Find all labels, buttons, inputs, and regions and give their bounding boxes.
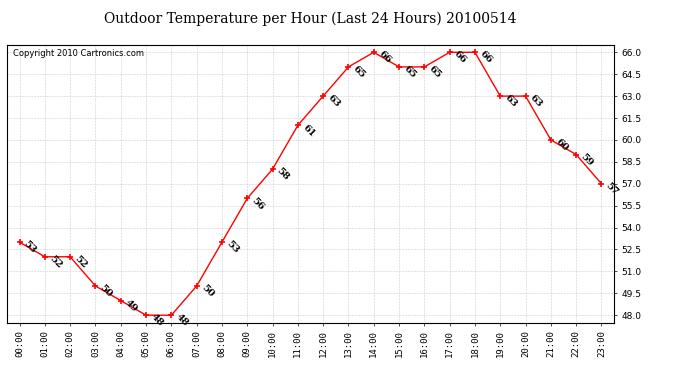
Text: 49: 49 bbox=[124, 298, 139, 314]
Text: 63: 63 bbox=[529, 93, 544, 109]
Text: 50: 50 bbox=[199, 283, 215, 299]
Text: 63: 63 bbox=[326, 93, 342, 109]
Text: 53: 53 bbox=[22, 239, 38, 255]
Text: 66: 66 bbox=[453, 50, 469, 65]
Text: 66: 66 bbox=[477, 50, 493, 65]
Text: 53: 53 bbox=[225, 239, 241, 255]
Text: 65: 65 bbox=[427, 64, 443, 80]
Text: 59: 59 bbox=[579, 152, 595, 168]
Text: 60: 60 bbox=[553, 137, 570, 153]
Text: 63: 63 bbox=[503, 93, 519, 109]
Text: 58: 58 bbox=[275, 166, 291, 182]
Text: Outdoor Temperature per Hour (Last 24 Hours) 20100514: Outdoor Temperature per Hour (Last 24 Ho… bbox=[104, 11, 517, 26]
Text: 52: 52 bbox=[48, 254, 63, 270]
Text: 56: 56 bbox=[250, 196, 266, 211]
Text: 66: 66 bbox=[377, 50, 393, 65]
Text: 65: 65 bbox=[351, 64, 367, 80]
Text: 65: 65 bbox=[402, 64, 417, 80]
Text: 57: 57 bbox=[604, 181, 620, 197]
Text: 61: 61 bbox=[301, 123, 317, 138]
Text: 48: 48 bbox=[174, 312, 190, 328]
Text: 52: 52 bbox=[73, 254, 89, 270]
Text: Copyright 2010 Cartronics.com: Copyright 2010 Cartronics.com bbox=[13, 49, 144, 58]
Text: 50: 50 bbox=[98, 283, 115, 299]
Text: 48: 48 bbox=[149, 312, 165, 328]
